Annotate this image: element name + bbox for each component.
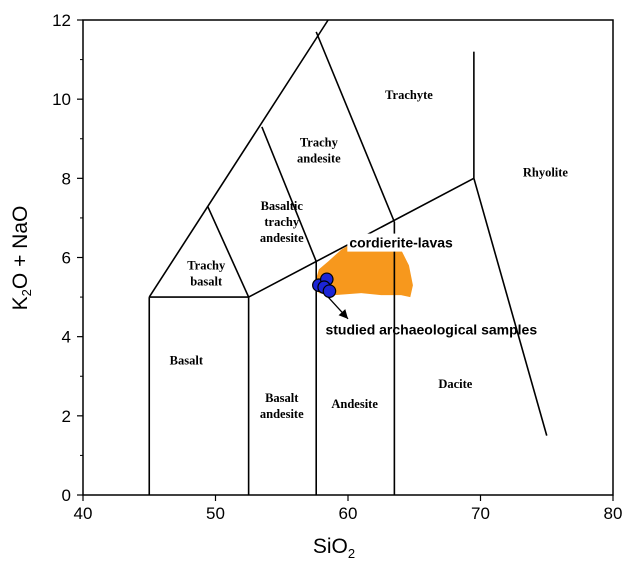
field-boundary-line — [315, 31, 396, 223]
field-label-line: Trachyte — [385, 88, 433, 102]
y-axis-title-rest: O + NaO — [9, 206, 32, 289]
field-label: Basalt andesite — [260, 391, 304, 421]
x-axis-title-subscript: 2 — [348, 546, 355, 561]
y-tick-label: 8 — [62, 169, 71, 188]
y-tick-label: 4 — [62, 328, 71, 347]
y-axis-title-k: K — [9, 296, 32, 310]
field-boundary-line — [473, 178, 548, 436]
y-tick-label: 0 — [62, 486, 71, 505]
field-label: Basaltic trachy andesite — [260, 199, 304, 245]
y-axis: 0 2 4 6 8 10 12 — [52, 11, 83, 505]
field-label-line: Rhyolite — [523, 165, 569, 179]
x-tick-label: 80 — [604, 504, 623, 523]
samples-label: studied archaeological samples — [325, 322, 537, 338]
field-boundary-line — [148, 19, 329, 298]
field-label-line: Dacite — [438, 377, 472, 391]
arrow-layer — [327, 296, 349, 320]
x-tick-label: 70 — [471, 504, 490, 523]
field-label-line: trachy — [264, 215, 299, 229]
annotations: cordierite-lavas studied archaeological s… — [325, 233, 537, 338]
x-axis: 40 50 60 70 80 — [74, 495, 623, 523]
field-label-line: Basalt — [170, 353, 204, 367]
x-tick-label: 60 — [339, 504, 358, 523]
y-axis-title-subscript: 2 — [19, 289, 34, 296]
cordierite-lavas-label: cordierite-lavas — [349, 235, 453, 251]
field-label: Trachy andesite — [297, 136, 341, 166]
field-label: Rhyolite — [523, 165, 569, 179]
field-boundary-line — [206, 205, 250, 298]
field-label-line: Andesite — [331, 397, 378, 411]
field-label: Basalt — [170, 353, 204, 367]
field-label: Andesite — [331, 397, 378, 411]
x-tick-label: 40 — [74, 504, 93, 523]
y-tick-label: 6 — [62, 249, 71, 268]
field-boundary-line — [261, 126, 317, 262]
x-tick-label: 50 — [206, 504, 225, 523]
y-axis-title: K2O + NaO — [9, 206, 34, 311]
y-tick-label: 2 — [62, 407, 71, 426]
field-label-line: basalt — [190, 274, 223, 288]
x-axis-title-main: SiO — [313, 535, 348, 558]
field-label-line: Basalt — [265, 391, 299, 405]
field-label: Trachyte — [385, 88, 433, 102]
field-label-line: Trachy — [187, 258, 226, 272]
x-axis-title: SiO2 — [313, 535, 355, 561]
field-label-line: andesite — [297, 152, 341, 166]
field-label: Dacite — [438, 377, 472, 391]
data-points — [312, 272, 337, 298]
field-label-line: andesite — [260, 407, 304, 421]
sample-point — [322, 284, 337, 298]
y-tick-label: 12 — [52, 11, 71, 30]
annotation-box — [347, 233, 466, 252]
field-label-line: Trachy — [300, 136, 339, 150]
arrow-head — [338, 309, 348, 319]
field-label-line: Basaltic — [261, 199, 304, 213]
field-label: Trachy basalt — [187, 258, 226, 288]
y-tick-label: 10 — [52, 90, 71, 109]
field-label-line: andesite — [260, 231, 304, 245]
